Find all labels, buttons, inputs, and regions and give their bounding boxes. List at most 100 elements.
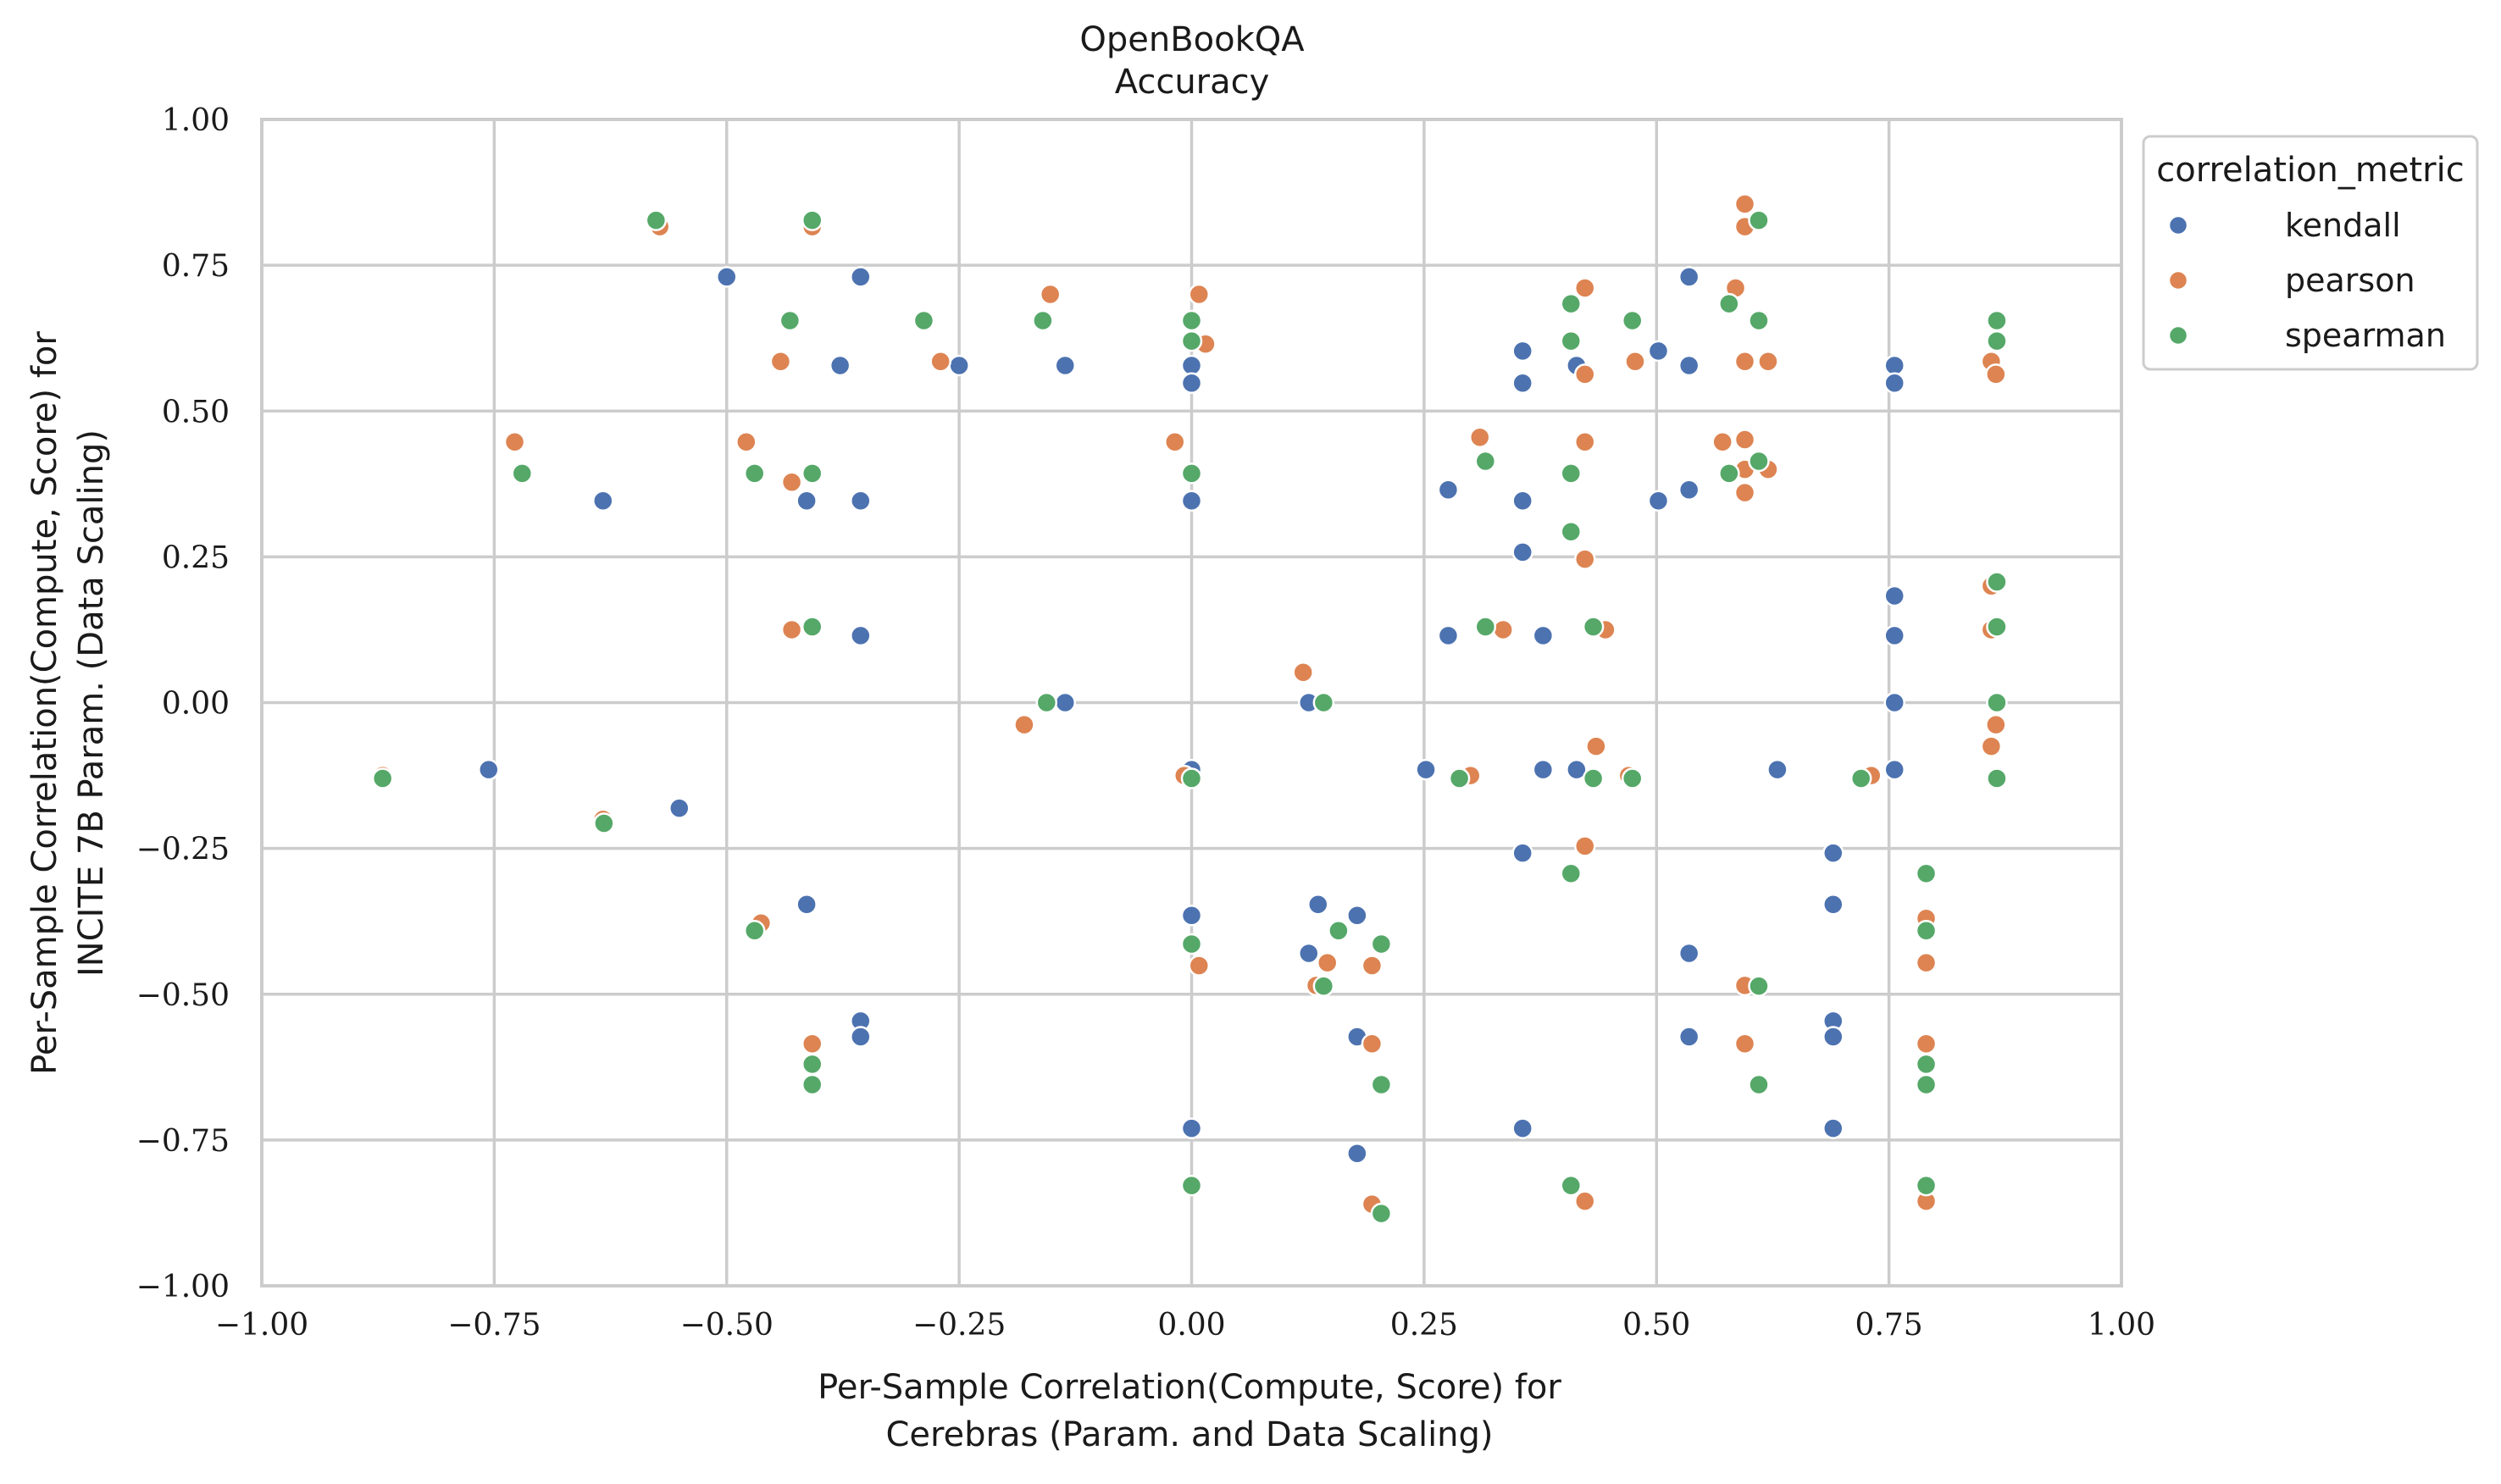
point-spearman xyxy=(1621,767,1644,789)
y-tick-label: −1.00 xyxy=(136,1270,230,1304)
point-pearson xyxy=(1985,363,2007,385)
point-spearman xyxy=(1180,767,1203,789)
point-spearman xyxy=(801,462,824,485)
point-spearman xyxy=(1718,462,1740,485)
point-kendall xyxy=(592,490,614,512)
legend-marker-pearson xyxy=(2167,269,2189,291)
point-pearson xyxy=(503,430,526,453)
y-tick-label: −0.75 xyxy=(136,1124,230,1159)
point-kendall xyxy=(1180,905,1203,927)
point-pearson xyxy=(1985,713,2007,736)
point-kendall xyxy=(1883,758,1905,781)
point-pearson xyxy=(1733,429,1756,451)
point-spearman xyxy=(1915,919,1938,942)
legend: correlation_metric kendall pearson spear… xyxy=(2142,135,2479,371)
point-spearman xyxy=(1180,329,1203,352)
point-pearson xyxy=(735,430,757,453)
point-kendall xyxy=(1766,758,1788,781)
y-axis-label-line2: INCITE 7B Param. (Data Scaling) xyxy=(72,429,111,977)
x-tick-label: −0.75 xyxy=(447,1308,541,1343)
point-pearson xyxy=(1733,1033,1756,1055)
point-spearman xyxy=(743,462,766,485)
point-spearman xyxy=(1180,309,1203,332)
point-spearman xyxy=(1328,919,1350,942)
point-pearson xyxy=(1711,430,1733,453)
point-pearson xyxy=(1039,283,1062,306)
x-tick-label: 0.75 xyxy=(1855,1308,1923,1343)
point-kendall xyxy=(1054,354,1076,377)
legend-label-kendall: kendall xyxy=(2285,207,2401,244)
x-axis-label-line1: Per-Sample Correlation(Compute, Score) f… xyxy=(818,1368,1561,1407)
point-kendall xyxy=(1511,340,1533,363)
point-kendall xyxy=(1883,372,1905,394)
point-pearson xyxy=(1980,735,2003,757)
point-spearman xyxy=(1582,767,1605,789)
point-pearson xyxy=(1361,1033,1384,1055)
point-pearson xyxy=(1013,713,1035,736)
point-spearman xyxy=(1474,616,1497,638)
point-spearman xyxy=(743,919,766,942)
point-kendall xyxy=(1678,354,1700,377)
point-kendall xyxy=(1511,490,1533,512)
point-pearson xyxy=(929,350,951,373)
point-kendall xyxy=(1180,372,1203,394)
y-tick-label: 0.25 xyxy=(162,540,230,575)
tick-labels: −1.00 −0.75 −0.50 −0.25 0.00 0.25 0.50 0.75 1.00… xyxy=(136,103,2155,1343)
point-pearson xyxy=(1624,350,1646,373)
point-spearman xyxy=(1986,329,2008,352)
point-kendall xyxy=(1511,1117,1533,1139)
point-kendall xyxy=(478,758,500,781)
point-pearson xyxy=(801,1033,824,1055)
point-kendall xyxy=(1822,893,1844,916)
point-pearson xyxy=(1733,481,1756,504)
point-spearman xyxy=(1312,975,1335,997)
x-tick-label: −0.50 xyxy=(680,1308,774,1343)
point-spearman xyxy=(1748,975,1770,997)
y-tick-label: 0.50 xyxy=(162,395,230,429)
point-kendall xyxy=(796,893,818,916)
point-spearman xyxy=(1582,616,1605,638)
point-pearson xyxy=(1573,548,1596,570)
point-kendall xyxy=(850,1026,872,1048)
point-spearman xyxy=(1986,691,2008,714)
x-tick-label: −1.00 xyxy=(215,1308,308,1343)
point-kendall xyxy=(1054,691,1076,714)
x-tick-label: 0.00 xyxy=(1157,1308,1225,1343)
point-kendall xyxy=(1298,942,1320,965)
point-pearson xyxy=(1733,193,1756,215)
point-pearson xyxy=(1573,277,1596,299)
point-pearson xyxy=(1188,955,1211,977)
point-kendall xyxy=(850,266,872,288)
point-kendall xyxy=(1647,340,1670,363)
legend-marker-kendall xyxy=(2167,214,2189,236)
point-kendall xyxy=(716,266,738,288)
data-points xyxy=(371,193,2008,1225)
point-spearman xyxy=(1915,862,1938,884)
point-kendall xyxy=(796,490,818,512)
y-tick-label: −0.50 xyxy=(136,978,230,1013)
point-kendall xyxy=(1511,541,1533,563)
point-kendall xyxy=(829,354,851,377)
point-kendall xyxy=(1822,1117,1844,1139)
point-pearson xyxy=(1468,426,1491,448)
legend-label-pearson: pearson xyxy=(2285,262,2415,299)
point-pearson xyxy=(1188,283,1211,306)
point-kendall xyxy=(850,490,872,512)
point-kendall xyxy=(1180,1117,1203,1139)
point-pearson xyxy=(1492,618,1514,641)
point-pearson xyxy=(1573,835,1596,857)
point-spearman xyxy=(1180,933,1203,955)
point-kendall xyxy=(668,797,690,819)
point-kendall xyxy=(1511,842,1533,864)
point-spearman xyxy=(1718,292,1740,315)
point-kendall xyxy=(1532,758,1555,781)
point-spearman xyxy=(1986,309,2008,332)
legend-title: correlation_metric xyxy=(2156,151,2464,190)
point-spearman xyxy=(1748,1073,1770,1096)
plot-frame xyxy=(260,118,2123,1287)
chart-subtitle: Accuracy xyxy=(1115,63,1270,102)
point-spearman xyxy=(1560,329,1583,352)
y-tick-label: 1.00 xyxy=(162,103,230,138)
point-spearman xyxy=(371,767,394,789)
